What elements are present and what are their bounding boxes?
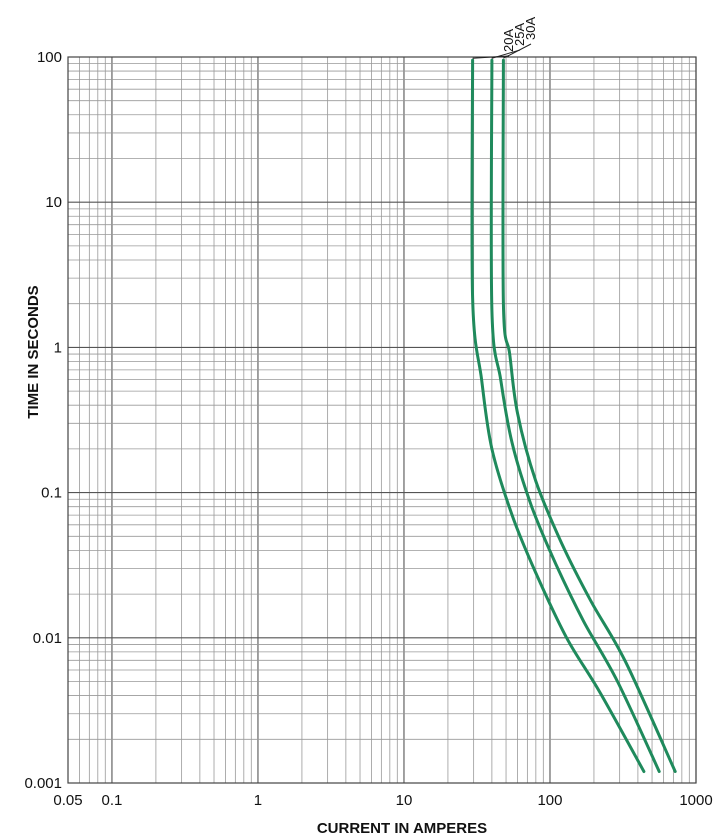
series-leader-20a bbox=[472, 55, 510, 59]
x-tick-label: 0.1 bbox=[102, 792, 123, 809]
series-label-25a: 25A bbox=[512, 23, 527, 46]
series-leader-30a bbox=[503, 43, 532, 59]
y-tick-label: 10 bbox=[45, 194, 62, 211]
y-tick-label: 0.001 bbox=[24, 775, 62, 792]
series-leader-25a bbox=[491, 49, 521, 59]
x-tick-label: 10 bbox=[396, 792, 413, 809]
y-tick-label: 100 bbox=[37, 49, 62, 66]
grid bbox=[67, 56, 697, 784]
y-tick-label: 0.01 bbox=[33, 630, 62, 647]
x-tick-label: 1 bbox=[254, 792, 262, 809]
series-line-25a bbox=[489, 58, 661, 773]
y-axis-title: TIME IN SECONDS bbox=[25, 285, 42, 418]
series-label-20a: 20A bbox=[501, 29, 516, 52]
x-tick-label: 1000 bbox=[679, 792, 712, 809]
series-layer bbox=[470, 58, 677, 773]
x-axis-title: CURRENT IN AMPERES bbox=[317, 820, 487, 837]
x-tick-label: 0.05 bbox=[53, 792, 82, 809]
x-tick-label: 100 bbox=[537, 792, 562, 809]
series-label-30a: 30A bbox=[523, 17, 538, 40]
y-tick-label: 1 bbox=[54, 339, 62, 356]
tick-labels: 0.05 0.1 1 10 100 1000 0.001 0.01 0.1 1 10 100 bbox=[24, 49, 712, 809]
series-line-30a bbox=[501, 58, 677, 773]
series-line-20a bbox=[470, 58, 646, 773]
y-tick-label: 0.1 bbox=[41, 485, 62, 502]
plot-frame bbox=[67, 56, 697, 784]
